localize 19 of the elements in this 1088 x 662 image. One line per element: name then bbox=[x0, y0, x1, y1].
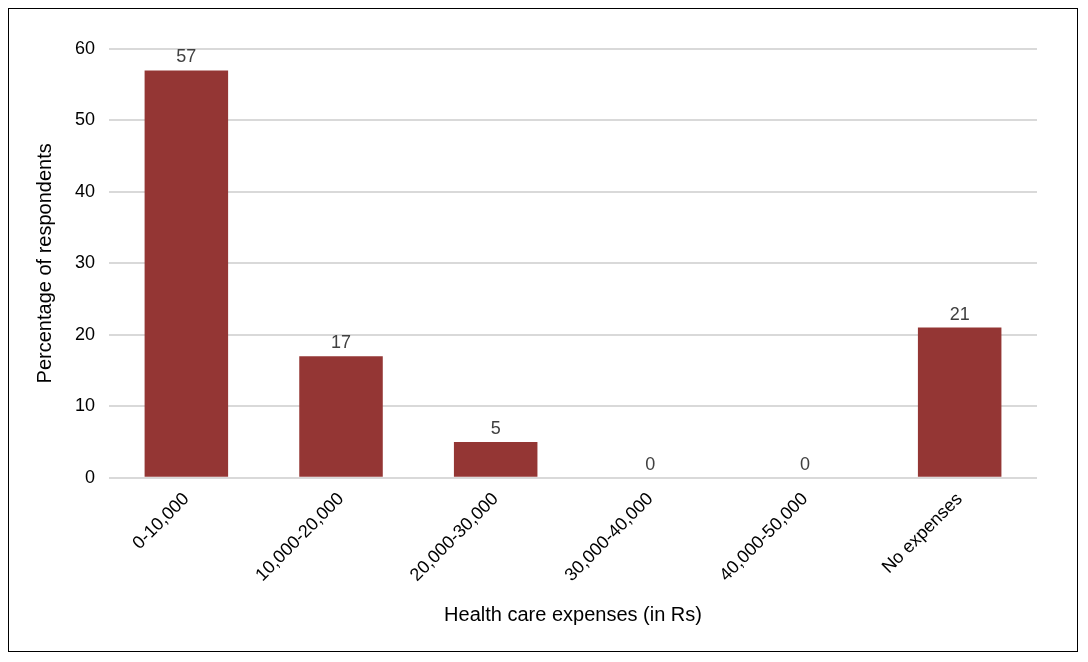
y-axis-title: Percentage of respondents bbox=[32, 143, 55, 384]
data-label: 0 bbox=[800, 453, 811, 474]
data-label: 5 bbox=[490, 417, 501, 438]
bar bbox=[453, 441, 538, 477]
data-label: 0 bbox=[645, 453, 656, 474]
y-tick-label: 50 bbox=[74, 109, 96, 130]
bar bbox=[299, 356, 383, 477]
data-label: 17 bbox=[331, 332, 352, 353]
data-label: 57 bbox=[176, 46, 197, 67]
bar bbox=[144, 70, 229, 477]
y-tick-label: 20 bbox=[74, 323, 96, 344]
y-tick-label: 40 bbox=[74, 180, 96, 201]
y-tick-label: 0 bbox=[85, 466, 96, 487]
y-tick-label: 60 bbox=[74, 37, 96, 58]
y-tick-label: 10 bbox=[74, 395, 96, 416]
data-label: 21 bbox=[949, 303, 970, 324]
y-tick-label: 30 bbox=[74, 252, 96, 273]
bar bbox=[917, 327, 1002, 477]
x-axis-title: Health care expenses (in Rs) bbox=[444, 602, 702, 625]
